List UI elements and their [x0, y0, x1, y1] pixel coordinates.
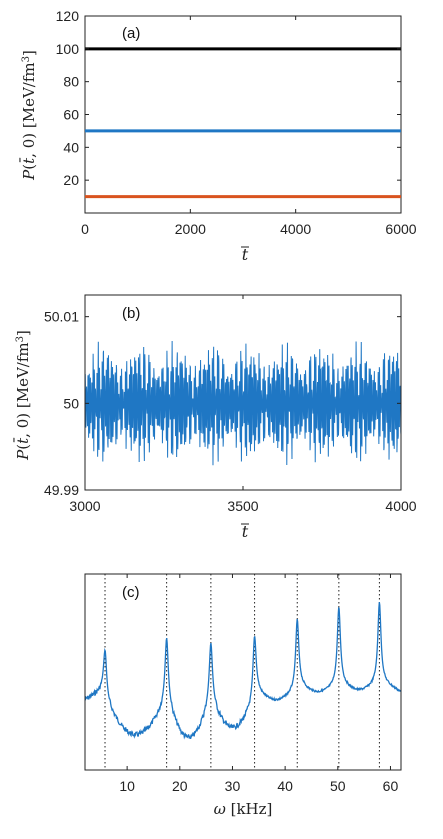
panel-b-series: [84, 341, 402, 466]
panel-b-ylabel-text: P(t̄, 0) [MeV/fm3]: [14, 330, 32, 461]
panel-a-ytick-label: 20: [63, 172, 79, 188]
panel-a-xtick-label: 6000: [385, 221, 416, 237]
panel-c-label: (c): [122, 584, 140, 601]
panel-c-series: [84, 602, 402, 740]
panel-a-label: (a): [122, 25, 140, 42]
panel-b-ylabel: P(t̄, 0) [MeV/fm3]: [14, 330, 32, 461]
panel-a-ylabel: P(t̄, 0) [MeV/fm3]: [20, 50, 38, 181]
panel-c-xtick-label: 50: [330, 778, 346, 794]
panel-b-xlabel: t: [242, 522, 249, 541]
panel-a-ylabel-text: P(t̄, 0) [MeV/fm3]: [20, 50, 38, 181]
panel-b-xtick-label: 3000: [69, 498, 100, 514]
panel-c-frame: [84, 573, 402, 771]
panel-a-xtick-label: 2000: [175, 221, 206, 237]
panel-c-xlabel: ω [kHz]: [214, 800, 273, 818]
panel-b-ytick-label: 49.99: [44, 482, 79, 498]
panel-a-ytick-label: 120: [56, 8, 80, 24]
panel-a-frame: [84, 15, 402, 214]
panel-a-ytick-label: 40: [63, 139, 79, 155]
panel-b-ytick-label: 50.01: [44, 309, 79, 325]
panel-b-ytick-label: 50: [63, 395, 79, 411]
panel-c-xtick-label: 20: [172, 778, 188, 794]
panel-a-xtick-label: 4000: [280, 221, 311, 237]
panel-b-xtick-label: 4000: [385, 498, 416, 514]
panel-a-ytick-label: 60: [63, 107, 79, 123]
panel-a-ytick-label: 80: [63, 74, 79, 90]
panel-a-xlabel: t: [242, 245, 249, 264]
panel-c-xtick-label: 30: [225, 778, 241, 794]
panel-a-ytick-label: 100: [56, 41, 80, 57]
panel-c-xtick-label: 40: [277, 778, 293, 794]
panel-b-xtick-label: 3500: [227, 498, 258, 514]
panel-c-xtick-label: 60: [383, 778, 399, 794]
panel-a-xtick-label: 0: [81, 221, 89, 237]
panel-b-label: (b): [122, 305, 140, 322]
panel-c-xtick-label: 10: [119, 778, 135, 794]
